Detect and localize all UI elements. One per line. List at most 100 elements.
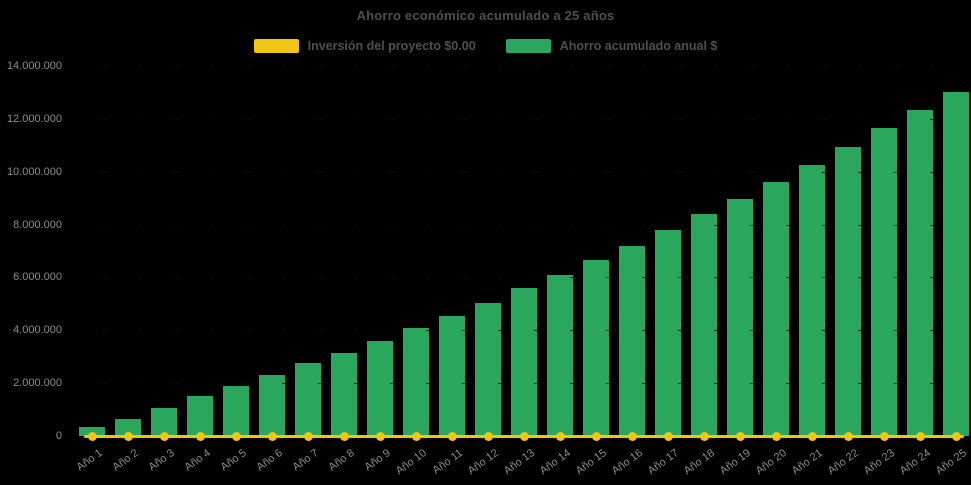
line-marker-ano-3[interactable]	[159, 431, 169, 441]
x-axis-label: Año 20	[753, 447, 790, 478]
line-marker-ano-13[interactable]	[519, 431, 529, 441]
line-marker-ano-7[interactable]	[303, 431, 313, 441]
line-marker-ano-18[interactable]	[699, 431, 709, 441]
x-axis-label: Año 22	[825, 447, 862, 478]
line-marker-ano-12[interactable]	[483, 431, 493, 441]
line-marker-ano-17[interactable]	[663, 431, 673, 441]
y-axis-label: 2.000.000	[13, 377, 62, 390]
chart-title: Ahorro económico acumulado a 25 años	[356, 8, 615, 23]
x-axis-label: Año 21	[789, 447, 826, 478]
line-marker-ano-20[interactable]	[771, 431, 781, 441]
x-axis-label: Año 1	[74, 447, 106, 474]
bar-ano-19[interactable]	[727, 199, 753, 436]
bar-ano-25[interactable]	[943, 92, 969, 436]
x-axis-label: Año 12	[465, 447, 502, 478]
bar-ano-6[interactable]	[259, 375, 285, 436]
line-marker-ano-16[interactable]	[627, 431, 637, 441]
y-axis-label: 12.000.000	[6, 112, 62, 125]
x-axis-label: Año 23	[861, 447, 898, 478]
bar-ano-8[interactable]	[331, 352, 357, 436]
bar-ano-5[interactable]	[223, 385, 249, 436]
x-axis-label: Año 15	[573, 447, 610, 478]
gridline	[74, 66, 966, 67]
gridline	[74, 224, 966, 226]
x-axis-label: Año 7	[290, 447, 322, 474]
line-marker-ano-10[interactable]	[411, 431, 421, 441]
line-marker-ano-14[interactable]	[555, 431, 565, 441]
bar-ano-12[interactable]	[475, 302, 501, 436]
bar-ano-17[interactable]	[655, 229, 681, 436]
x-axis-label: Año 16	[609, 447, 646, 478]
y-axis-label: 10.000.000	[6, 165, 62, 178]
line-marker-ano-9[interactable]	[375, 431, 385, 441]
line-marker-ano-24[interactable]	[915, 431, 925, 441]
y-axis-label: 0	[55, 430, 62, 442]
legend-item-ahorro[interactable]: Ahorro acumulado anual $	[505, 39, 718, 53]
x-axis-label: Año 11	[430, 447, 466, 477]
y-axis-label: 4.000.000	[13, 324, 62, 337]
line-marker-ano-5[interactable]	[231, 431, 241, 441]
y-axis-label: 6.000.000	[13, 271, 62, 284]
x-axis-label: Año 18	[681, 447, 718, 478]
bar-ano-23[interactable]	[871, 128, 897, 436]
gridline	[74, 171, 966, 173]
x-axis-label: Año 14	[537, 447, 574, 478]
gridline	[74, 383, 966, 385]
bar-ano-21[interactable]	[799, 165, 825, 436]
line-marker-ano-8[interactable]	[339, 431, 349, 441]
x-axis-label: Año 6	[254, 447, 286, 474]
bar-ano-20[interactable]	[763, 182, 789, 436]
chart-legend: Inversión del proyecto $0.00 Ahorro acum…	[0, 39, 971, 53]
x-axis-label: Año 10	[393, 447, 430, 478]
line-marker-ano-22[interactable]	[843, 431, 853, 441]
bar-ano-7[interactable]	[295, 363, 321, 436]
x-axis-label: Año 24	[897, 447, 934, 478]
x-axis-label: Año 4	[182, 447, 214, 474]
bar-ano-4[interactable]	[187, 396, 213, 436]
line-marker-ano-15[interactable]	[591, 431, 601, 441]
bar-ano-2[interactable]	[115, 418, 141, 436]
line-marker-ano-25[interactable]	[951, 431, 961, 441]
line-marker-ano-19[interactable]	[735, 431, 745, 441]
x-axis-label: Año 5	[218, 447, 250, 474]
line-marker-ano-4[interactable]	[195, 431, 205, 441]
legend-item-inversion[interactable]: Inversión del proyecto $0.00	[253, 39, 476, 53]
x-axis-label: Año 8	[326, 447, 358, 474]
bar-ano-9[interactable]	[367, 340, 393, 436]
bar-ano-15[interactable]	[583, 260, 609, 436]
y-axis-label: 8.000.000	[13, 218, 62, 231]
bar-ano-3[interactable]	[151, 408, 177, 436]
bar-ano-16[interactable]	[619, 245, 645, 436]
y-axis-label: 14.000.000	[6, 60, 62, 72]
line-marker-ano-1[interactable]	[87, 431, 97, 441]
gridline	[74, 277, 966, 279]
x-axis-label: Año 9	[362, 447, 394, 474]
line-marker-ano-23[interactable]	[879, 431, 889, 441]
line-marker-ano-6[interactable]	[267, 431, 277, 441]
x-axis-label: Año 2	[110, 447, 142, 474]
x-axis-label: Año 13	[501, 447, 538, 478]
gridline	[74, 330, 966, 332]
x-axis-label: Año 17	[645, 447, 682, 478]
x-axis-label: Año 3	[146, 447, 178, 474]
line-marker-ano-11[interactable]	[447, 431, 457, 441]
line-marker-ano-21[interactable]	[807, 431, 817, 441]
bar-ano-1[interactable]	[79, 426, 105, 436]
bar-ano-18[interactable]	[691, 214, 717, 436]
inversion-color-swatch	[253, 39, 299, 53]
bar-ano-10[interactable]	[403, 327, 429, 436]
bar-ano-11[interactable]	[439, 315, 465, 436]
bar-ano-24[interactable]	[907, 109, 933, 436]
x-axis-label: Año 19	[717, 447, 754, 478]
bar-ano-14[interactable]	[547, 274, 573, 436]
bar-ano-22[interactable]	[835, 146, 861, 436]
bar-ano-13[interactable]	[511, 288, 537, 436]
legend-label-inversion: Inversión del proyecto $0.00	[307, 39, 476, 53]
ahorro-color-swatch	[505, 39, 551, 53]
x-axis-label: Año 25	[933, 447, 970, 478]
line-marker-ano-2[interactable]	[123, 431, 133, 441]
gridline	[74, 118, 966, 120]
legend-label-ahorro: Ahorro acumulado anual $	[559, 39, 718, 53]
